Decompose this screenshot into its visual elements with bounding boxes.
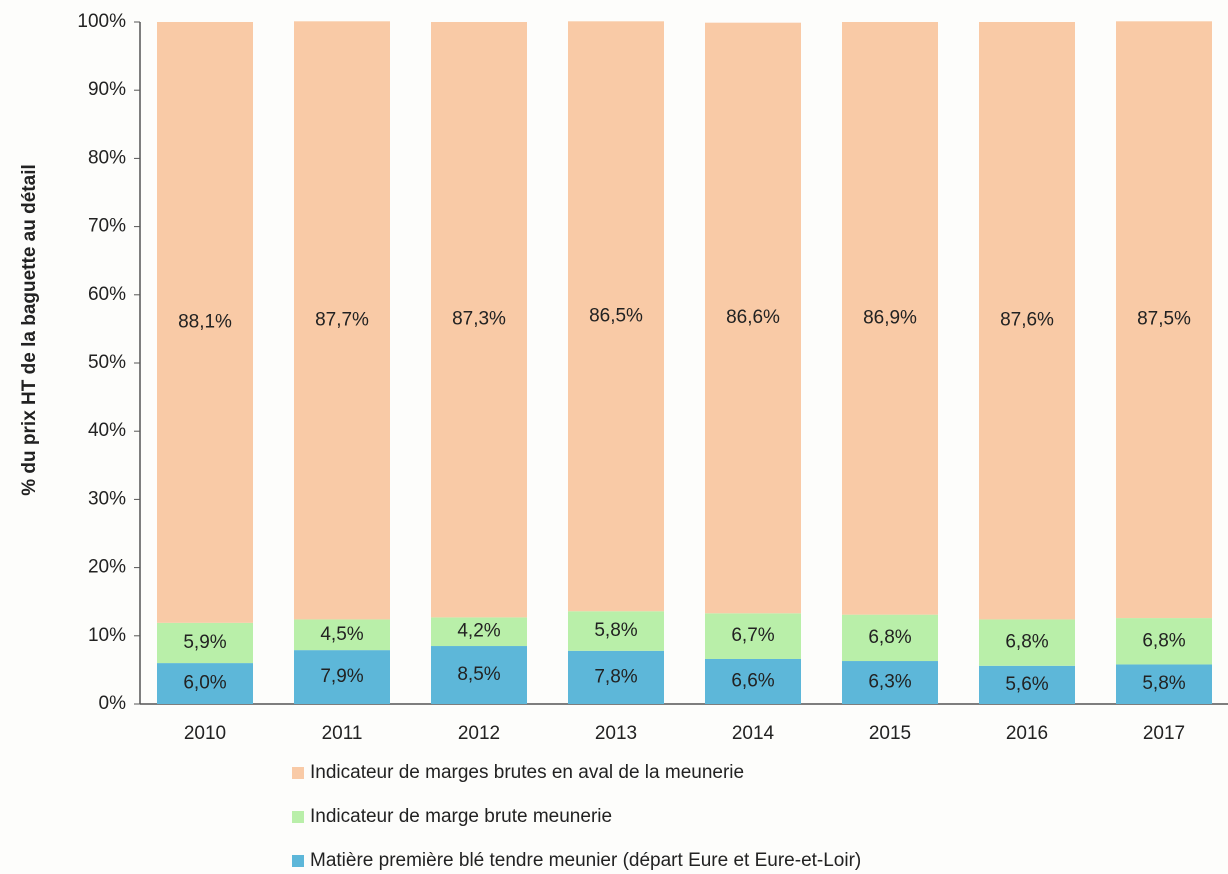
bar-segment [294,619,390,651]
x-tick-label: 2017 [1143,723,1185,744]
data-label: 8,5% [457,664,500,685]
bar-segment [294,21,390,620]
data-label: 87,3% [452,309,506,330]
bar-segment [157,22,253,623]
data-label: 86,5% [589,305,643,326]
y-tick-label: 100% [77,11,126,32]
bar-segment [842,614,938,662]
data-label: 86,9% [863,307,917,328]
y-tick-label: 10% [88,625,126,646]
data-label: 6,0% [183,673,226,694]
y-tick-label: 90% [88,79,126,100]
bar-segment [431,646,527,704]
bar-segment [842,22,938,615]
x-tick-label: 2010 [184,723,226,744]
bar-segment [705,22,801,614]
legend-label: Indicateur de marge brute meunerie [310,806,612,827]
bar-segment [568,611,664,651]
y-tick-label: 80% [88,147,126,168]
y-tick-label: 60% [88,284,126,305]
data-label: 87,5% [1137,309,1191,330]
data-label: 7,8% [594,666,637,687]
data-label: 4,5% [320,624,363,645]
data-label: 7,9% [320,666,363,687]
legend-swatch [292,855,304,867]
x-tick-label: 2013 [595,723,637,744]
bar-segment [705,658,801,704]
data-label: 6,6% [731,671,774,692]
y-tick-label: 50% [88,352,126,373]
y-tick-label: 20% [88,557,126,578]
legend-swatch [292,811,304,823]
y-tick-label: 70% [88,216,126,237]
data-label: 87,6% [1000,310,1054,331]
bar-segment [1116,618,1212,665]
data-label: 88,1% [178,311,232,332]
y-axis-label: % du prix HT de la baguette au détail [19,164,40,496]
data-label: 86,6% [726,307,780,328]
bar-segment [705,613,801,659]
y-tick-label: 0% [99,693,127,714]
bar-segment [979,665,1075,704]
x-tick-label: 2016 [1006,723,1048,744]
data-label: 5,8% [594,620,637,641]
data-label: 6,8% [868,627,911,648]
bar-segment [979,619,1075,666]
x-tick-label: 2014 [732,723,775,744]
bar-segment [294,650,390,704]
bar-segment [568,650,664,704]
y-tick-label: 40% [88,420,126,441]
bar-segment [842,661,938,704]
bar-segment [979,22,1075,620]
data-label: 6,7% [731,625,774,646]
bar-segment [568,21,664,612]
data-label: 6,3% [868,672,911,693]
legend-label: Matière première blé tendre meunier (dép… [310,850,861,871]
x-tick-label: 2015 [869,723,911,744]
bar-segment [431,617,527,647]
data-label: 5,8% [1142,673,1185,694]
bar-segment [157,663,253,704]
legend-label: Indicateur de marges brutes en aval de l… [310,762,744,783]
data-label: 5,6% [1005,674,1048,695]
x-tick-label: 2011 [322,723,363,744]
bar-segment [1116,664,1212,704]
data-label: 87,7% [315,309,369,330]
data-label: 4,2% [457,621,500,642]
y-tick-label: 30% [88,488,126,509]
x-tick-label: 2012 [458,723,500,744]
bar-segment [157,622,253,664]
bar-segment [1116,21,1212,619]
data-label: 5,9% [183,632,226,653]
bar-segment [431,22,527,618]
data-label: 6,8% [1005,632,1048,653]
legend-swatch [292,767,304,779]
data-label: 6,8% [1142,630,1185,651]
